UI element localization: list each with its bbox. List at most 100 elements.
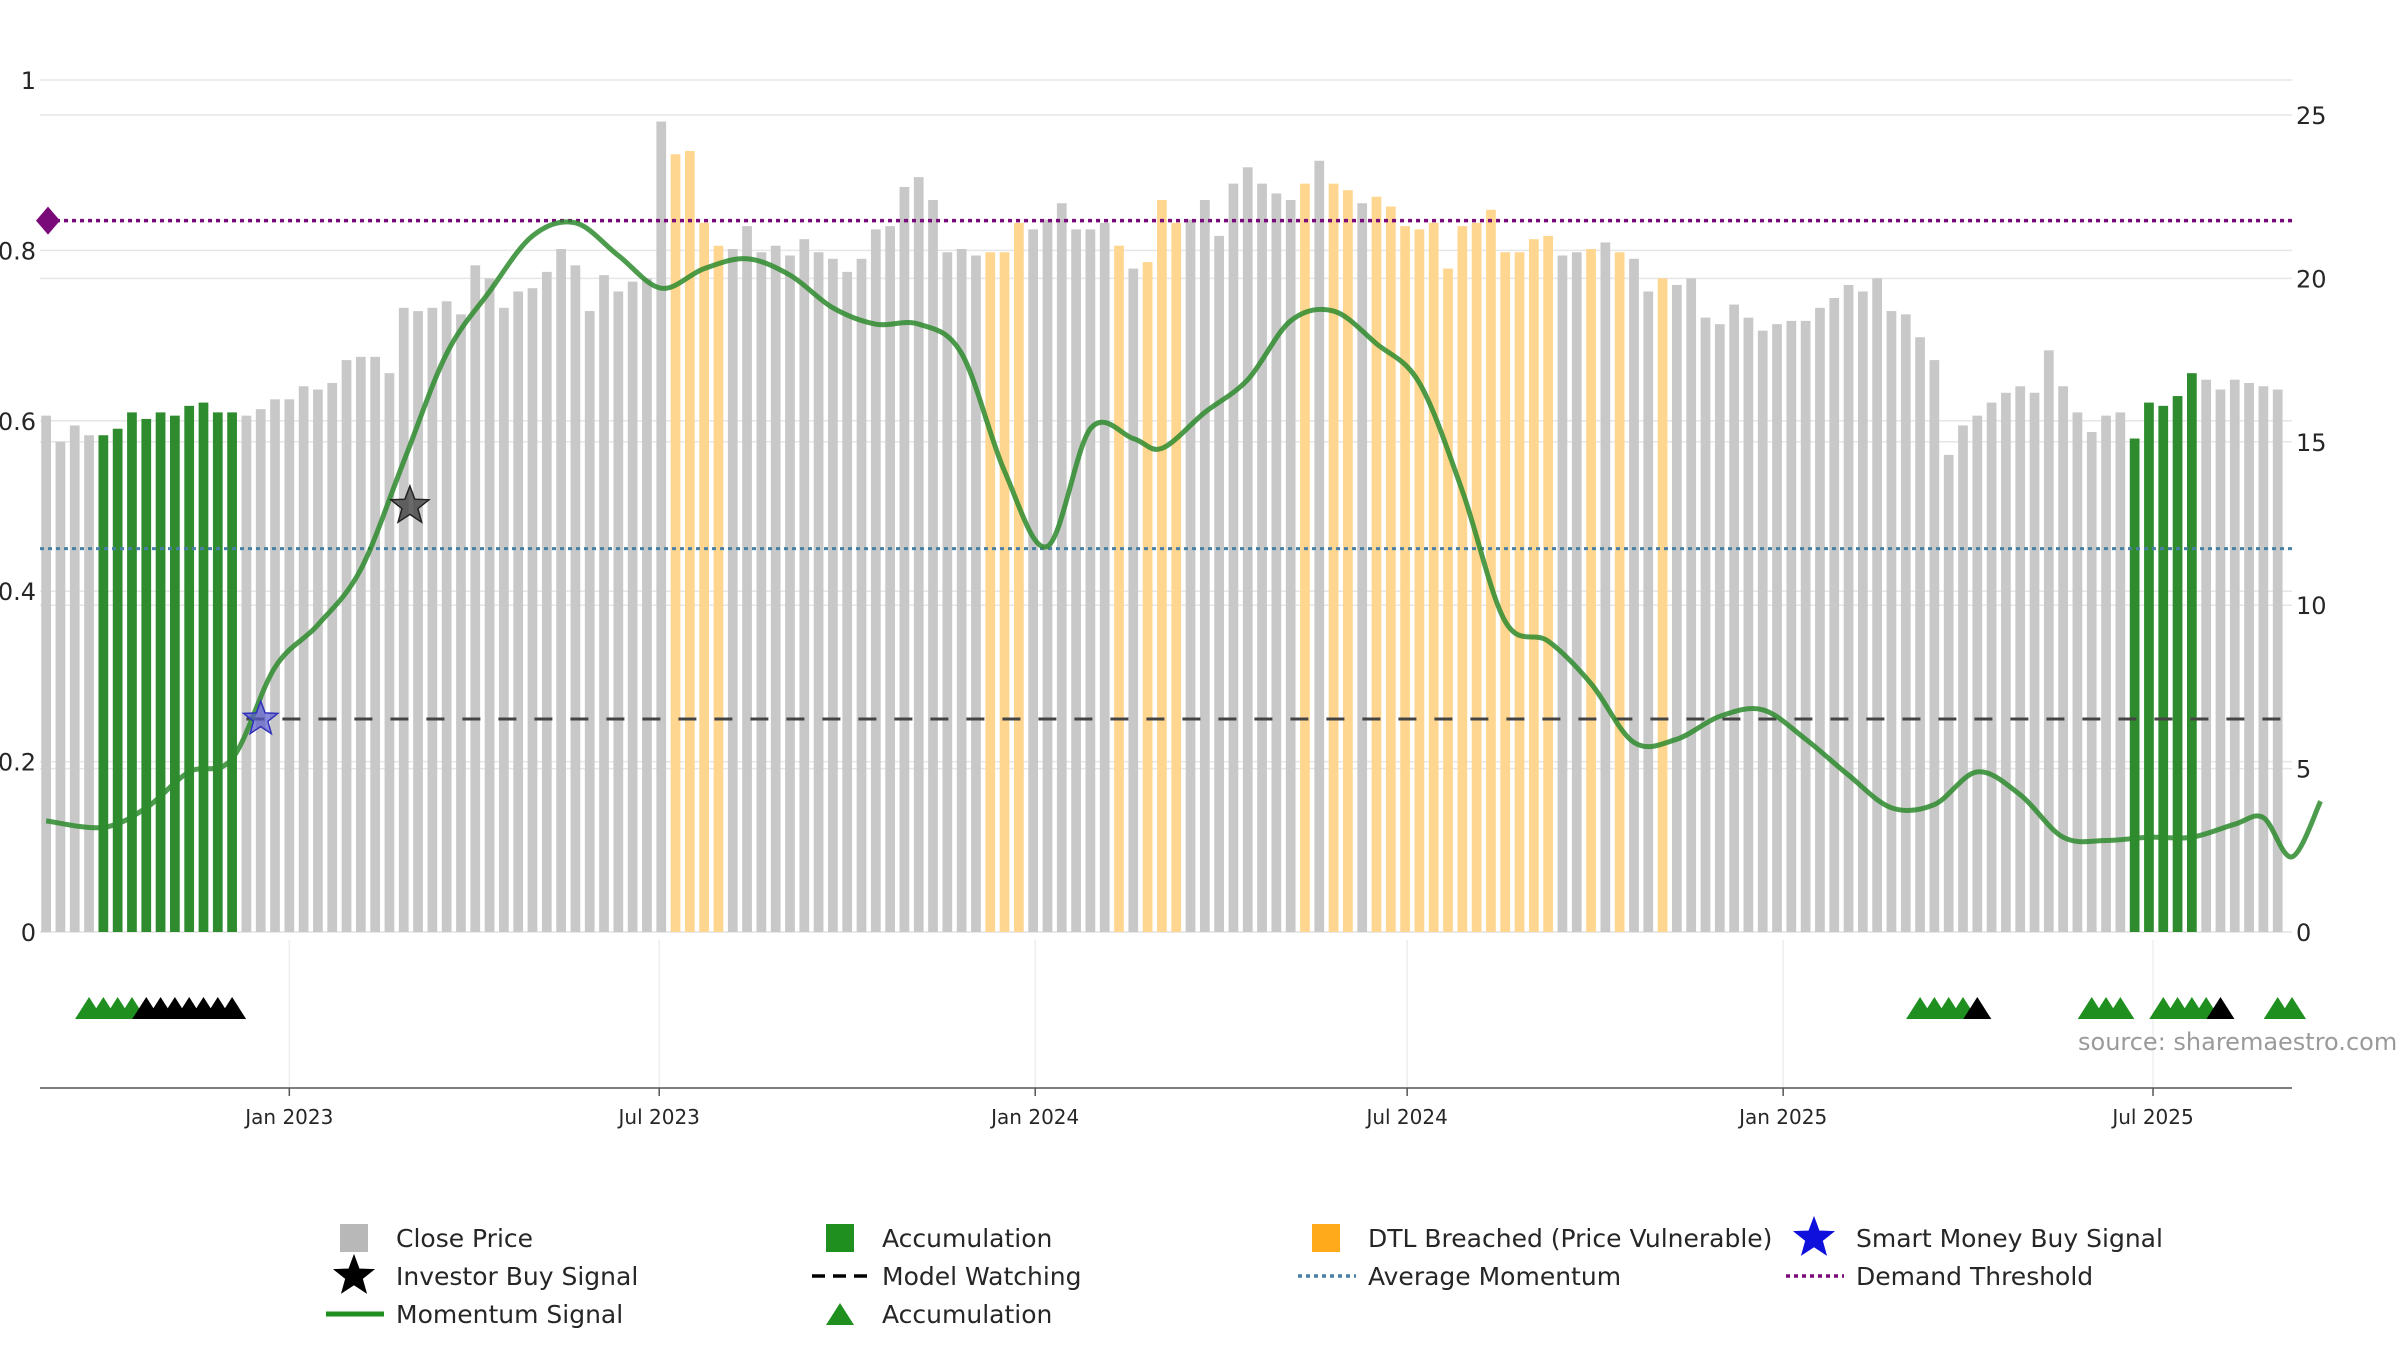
price-bar xyxy=(1071,229,1081,932)
price-bar xyxy=(212,412,223,932)
price-bar xyxy=(885,226,895,932)
price-bar xyxy=(1199,199,1210,932)
price-bar xyxy=(799,239,810,932)
price-bar xyxy=(1056,203,1067,933)
price-bar xyxy=(2072,412,2083,932)
price-bar xyxy=(2158,405,2169,932)
price-bar xyxy=(1514,252,1525,933)
accumulation-triangle xyxy=(2278,997,2306,1019)
price-bar xyxy=(1614,252,1625,933)
price-bar xyxy=(2244,382,2254,932)
price-bar xyxy=(1028,229,1039,932)
right-tick-label: 10 xyxy=(2296,592,2327,620)
price-bar xyxy=(727,248,738,932)
price-bar xyxy=(1786,320,1797,932)
price-bar xyxy=(1629,258,1639,932)
price-bar xyxy=(227,412,237,932)
buy-signals xyxy=(241,483,431,736)
x-tick-label: Jul 2025 xyxy=(2110,1105,2193,1129)
price-bar xyxy=(155,412,166,932)
right-tick-label: 25 xyxy=(2296,102,2327,130)
price-bar xyxy=(1157,199,1167,932)
price-bar xyxy=(1972,415,1983,932)
price-bar xyxy=(2115,412,2126,932)
legend-star-icon xyxy=(1792,1215,1836,1256)
price-bar xyxy=(1643,291,1654,932)
price-bar xyxy=(1114,245,1124,933)
price-bar xyxy=(756,252,767,933)
price-bar xyxy=(1300,183,1310,933)
price-bar xyxy=(1543,235,1554,932)
x-tick-label: Jan 2025 xyxy=(1737,1105,1827,1129)
price-bar xyxy=(1271,193,1282,932)
price-bar xyxy=(870,229,881,932)
price-bar xyxy=(1457,226,1468,932)
price-bar xyxy=(828,258,838,932)
price-bar xyxy=(570,265,581,932)
momentum-line xyxy=(45,219,2323,860)
left-tick-label: 0.2 xyxy=(0,749,36,777)
price-bar xyxy=(1686,278,1697,932)
price-bar xyxy=(55,441,66,932)
legend-symbol-star xyxy=(1792,1215,1836,1256)
price-bar xyxy=(1228,183,1239,933)
price-bar xyxy=(1571,252,1582,933)
price-bar xyxy=(341,360,352,933)
left-tick-label: 1 xyxy=(21,67,36,95)
x-tick-label: Jan 2024 xyxy=(989,1105,1079,1129)
price-bar xyxy=(1500,252,1511,933)
smart-money-buy-signal-star xyxy=(241,698,280,736)
price-bar xyxy=(1815,307,1825,932)
legend-symbol-square xyxy=(826,1224,854,1252)
left-tick-label: 0.8 xyxy=(0,237,36,265)
legend-label: DTL Breached (Price Vulnerable) xyxy=(1368,1224,1772,1253)
price-bar xyxy=(298,386,309,932)
price-bar xyxy=(327,382,338,932)
price-bar xyxy=(1700,317,1711,933)
legend-label: Accumulation xyxy=(882,1224,1052,1253)
price-bar xyxy=(1428,222,1439,932)
demand-threshold-marker xyxy=(36,206,60,235)
price-bar xyxy=(1915,337,1925,932)
price-bar xyxy=(2015,386,2026,932)
price-bar xyxy=(427,307,438,932)
price-bar xyxy=(899,186,910,932)
source-label: source: sharemaestro.com xyxy=(2078,1028,2397,1056)
price-bar xyxy=(627,281,638,933)
price-bar xyxy=(313,389,323,933)
price-bar xyxy=(1757,330,1768,932)
price-bar xyxy=(613,291,624,932)
price-bar xyxy=(527,288,538,933)
price-bar xyxy=(1385,206,1396,932)
price-bar xyxy=(656,121,667,932)
price-bar xyxy=(1958,425,1968,932)
legend-label: Model Watching xyxy=(882,1262,1082,1291)
price-bar xyxy=(1843,284,1854,932)
price-bar xyxy=(670,154,681,932)
price-bar xyxy=(484,278,495,932)
price-bar xyxy=(413,311,423,933)
price-bar xyxy=(1714,324,1725,933)
left-tick-label: 0.6 xyxy=(0,408,36,436)
price-bar xyxy=(127,412,137,932)
price-bar xyxy=(1343,190,1353,932)
price-bar xyxy=(441,301,452,932)
legend-label: Investor Buy Signal xyxy=(396,1262,638,1291)
price-bar xyxy=(1185,219,1196,933)
investor-buy-signal-star xyxy=(388,483,431,524)
legend-symbol-triangle xyxy=(826,1303,854,1325)
right-tick-label: 0 xyxy=(2296,919,2311,947)
price-bar xyxy=(1042,219,1053,933)
price-bar xyxy=(1128,268,1139,932)
price-bar xyxy=(742,226,752,932)
price-bar xyxy=(1857,291,1868,932)
price-bar xyxy=(69,425,80,932)
price-bar xyxy=(1471,222,1482,932)
price-bar xyxy=(2086,431,2097,932)
price-bar xyxy=(370,356,381,932)
price-bar xyxy=(584,311,595,933)
price-bar xyxy=(1099,222,1110,932)
price-bar xyxy=(1929,360,1940,933)
price-bar xyxy=(642,278,652,932)
